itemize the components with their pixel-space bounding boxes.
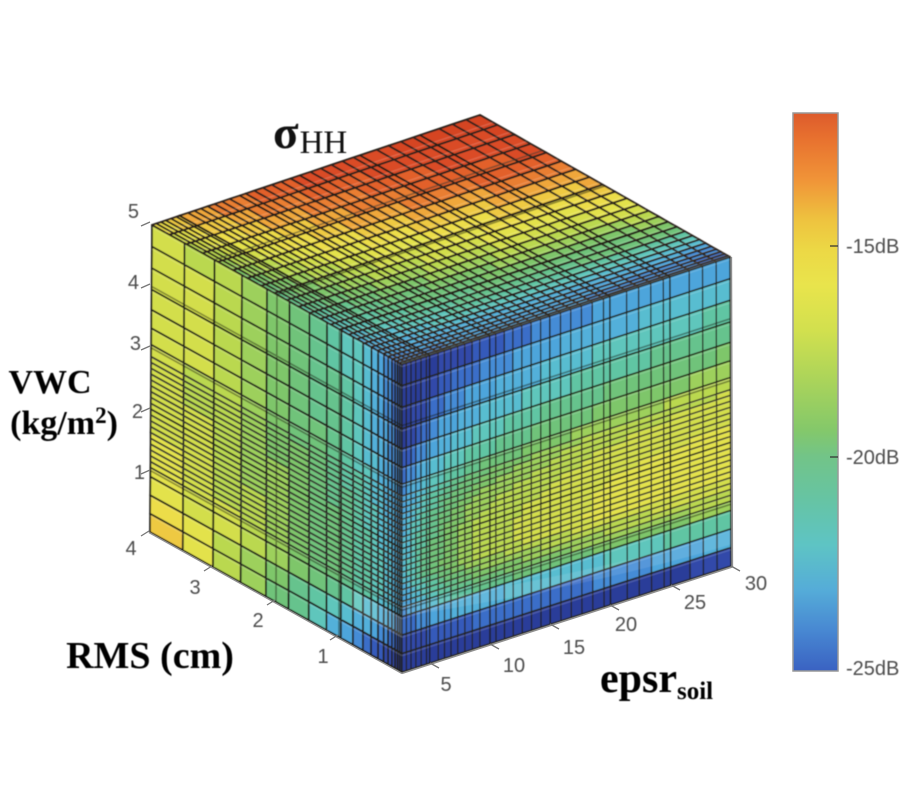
svg-text:2: 2 (252, 610, 263, 632)
svg-text:5: 5 (440, 674, 451, 696)
svg-text:VWC: VWC (8, 364, 91, 401)
svg-text:10: 10 (503, 655, 525, 677)
svg-text:3: 3 (189, 577, 200, 599)
svg-text:5: 5 (128, 201, 139, 223)
svg-text:RMS (cm): RMS (cm) (66, 635, 234, 677)
svg-text:4: 4 (128, 272, 139, 294)
svg-text:20: 20 (615, 614, 637, 636)
svg-text:1: 1 (317, 646, 328, 668)
svg-text:2: 2 (132, 401, 143, 423)
svg-text:15: 15 (563, 637, 585, 659)
svg-text:25: 25 (684, 592, 706, 614)
svg-text:-15dB: -15dB (846, 236, 899, 258)
svg-text:-25dB: -25dB (846, 658, 899, 680)
svg-text:3: 3 (130, 333, 141, 355)
svg-text:-20dB: -20dB (846, 447, 899, 469)
svg-text:1: 1 (134, 462, 145, 484)
svg-text:30: 30 (745, 573, 767, 595)
svg-text:4: 4 (125, 538, 136, 560)
